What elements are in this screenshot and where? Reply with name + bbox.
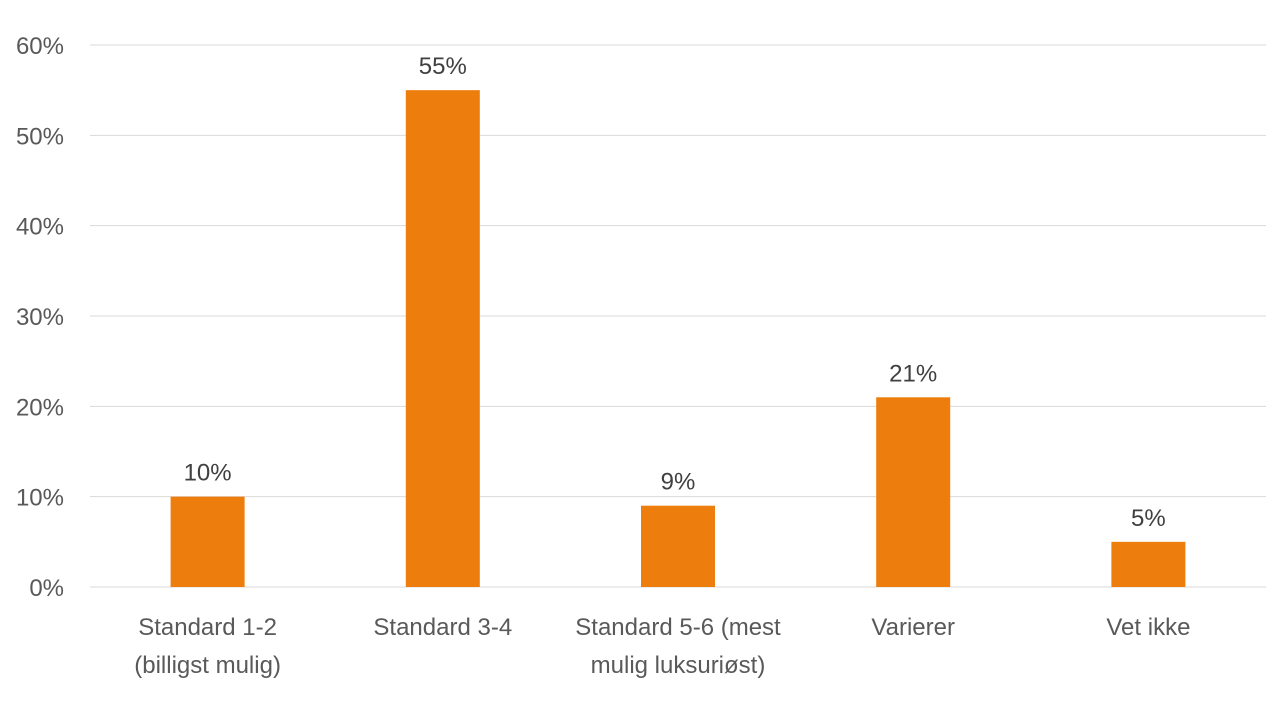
x-tick-label: Standard 3-4 xyxy=(373,614,512,641)
x-tick-label: Vet ikke xyxy=(1106,614,1190,641)
x-tick-label: (billigst mulig) xyxy=(134,652,281,679)
bar xyxy=(405,90,480,588)
bar xyxy=(876,397,951,587)
data-label: 9% xyxy=(661,469,696,496)
y-tick-label: 60% xyxy=(16,33,64,60)
y-tick-label: 40% xyxy=(16,214,64,241)
y-tick-label: 50% xyxy=(16,123,64,150)
data-label: 55% xyxy=(419,53,467,80)
data-label: 10% xyxy=(184,460,232,487)
x-tick-label: Varierer xyxy=(871,614,955,641)
data-label: 21% xyxy=(889,360,937,387)
y-tick-label: 20% xyxy=(16,394,64,421)
y-tick-label: 10% xyxy=(16,485,64,512)
gridlines xyxy=(90,44,1266,588)
bars xyxy=(170,90,1186,588)
data-label: 5% xyxy=(1131,505,1166,532)
bar xyxy=(641,505,715,587)
x-tick-label: mulig luksuriøst) xyxy=(591,652,766,679)
x-tick-label: Standard 5-6 (mest xyxy=(575,614,781,641)
x-tick-label: Standard 1-2 xyxy=(138,614,277,641)
bar xyxy=(1111,541,1186,587)
y-axis-tick-labels: 0% 10% 20% 30% 40% 50% 60% xyxy=(16,33,64,602)
x-axis-tick-labels: Standard 1-2 (billigst mulig) Standard 3-4… xyxy=(134,614,1190,679)
bar xyxy=(170,496,245,587)
y-tick-label: 30% xyxy=(16,304,64,331)
data-labels: 10% 55% 9% 21% 5% xyxy=(184,53,1166,532)
y-tick-label: 0% xyxy=(29,575,64,602)
